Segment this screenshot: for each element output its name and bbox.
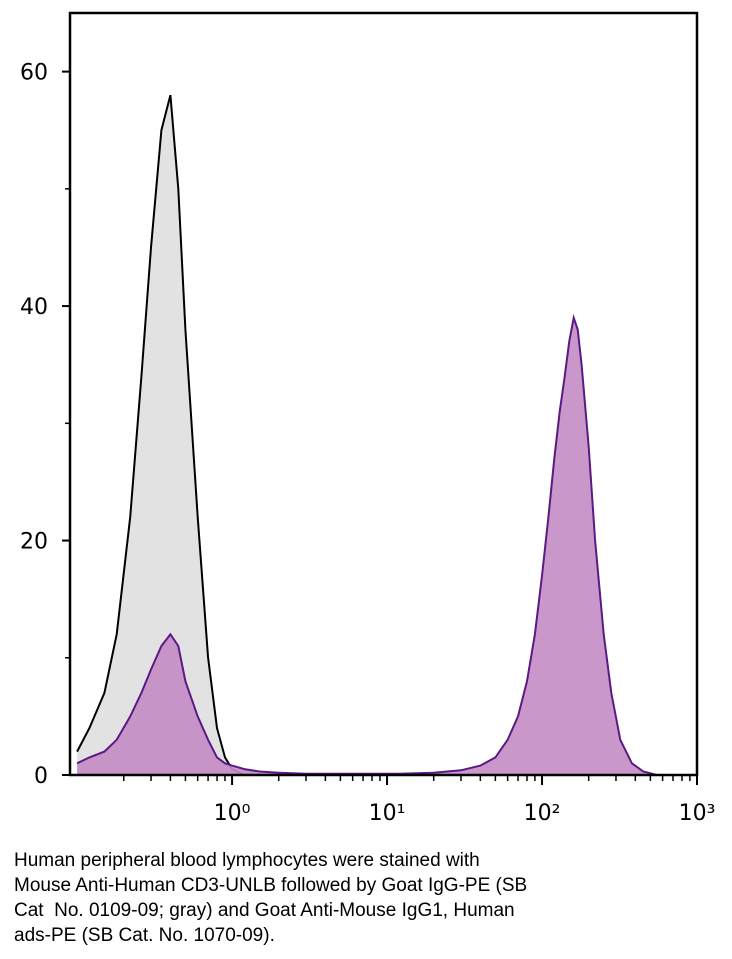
caption: Human peripheral blood lymphocytes were … bbox=[14, 848, 527, 948]
caption-line: ads-PE (SB Cat. No. 1070-09). bbox=[14, 925, 275, 946]
x-tick-label: 10¹ bbox=[369, 801, 406, 826]
y-tick-label: 40 bbox=[20, 295, 48, 320]
caption-line: Mouse Anti-Human CD3-UNLB followed by Go… bbox=[14, 875, 528, 896]
x-tick-label: 10⁰ bbox=[214, 801, 251, 826]
area-fill bbox=[77, 317, 657, 775]
y-tick-label: 0 bbox=[34, 764, 48, 789]
x-tick-label: 10³ bbox=[679, 801, 716, 826]
plot-frame bbox=[68, 11, 699, 777]
y-tick-label: 60 bbox=[20, 61, 48, 86]
caption-line: Cat No. 0109-09; gray) and Goat Anti-Mou… bbox=[14, 900, 515, 921]
chart: 0 20 40 60 10⁰ 10¹ 10² 10³ bbox=[20, 11, 716, 826]
histogram-line bbox=[76, 313, 658, 776]
x-tick-label: 10² bbox=[524, 801, 561, 826]
y-tick-label: 20 bbox=[20, 530, 48, 555]
caption-line: Human peripheral blood lymphocytes were … bbox=[14, 850, 480, 871]
